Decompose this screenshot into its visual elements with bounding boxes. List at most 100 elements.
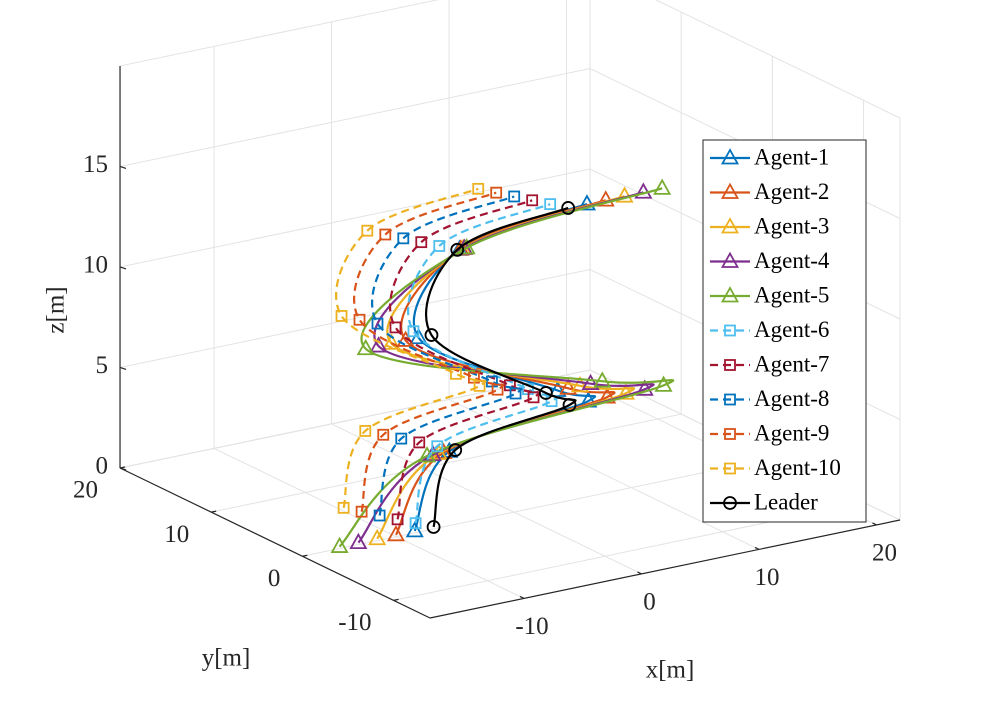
marker [373, 509, 386, 522]
marker [349, 532, 368, 550]
marker [356, 338, 375, 356]
trajectory [335, 187, 487, 509]
marker [635, 379, 654, 396]
trajectory [406, 203, 559, 524]
marker [359, 425, 372, 437]
x-tick [872, 522, 877, 526]
y-tick-label: 0 [268, 565, 281, 592]
marker [724, 393, 736, 406]
x-tick-label: 0 [643, 589, 656, 616]
marker [379, 228, 392, 241]
z-tick-label: 10 [83, 252, 108, 279]
legend-label: Agent-5 [754, 282, 829, 307]
marker [407, 325, 420, 338]
marker [395, 432, 408, 445]
marker [526, 194, 539, 207]
marker [377, 428, 390, 441]
marker [596, 190, 615, 207]
x-tick-label: 20 [872, 540, 897, 567]
marker [508, 190, 521, 203]
marker [335, 310, 348, 322]
legend-label: Agent-6 [754, 317, 829, 342]
z-tick-label: 15 [83, 151, 108, 178]
marker [389, 321, 402, 334]
marker [450, 242, 465, 257]
marker [723, 496, 737, 510]
legend-label: Leader [754, 489, 818, 514]
x-axis [429, 519, 901, 619]
marker [490, 186, 503, 199]
marker [391, 513, 404, 526]
legend: Agent-1 Agent-2 Agent-3 Agent-4 Agent-5 Agent… [702, 139, 867, 523]
y-tick-label: -10 [338, 609, 371, 636]
marker [720, 251, 740, 268]
marker [337, 501, 350, 514]
marker [371, 317, 384, 330]
marker [724, 324, 736, 337]
marker [431, 440, 444, 453]
marker [472, 182, 485, 195]
legend-label: Agent-3 [754, 213, 829, 238]
marker [570, 376, 589, 393]
marker [720, 286, 740, 303]
marker [405, 521, 424, 538]
marker [415, 236, 428, 249]
marker [720, 148, 740, 165]
trajectory [424, 206, 577, 528]
marker [448, 443, 463, 457]
trajectory [395, 199, 616, 536]
marker [424, 328, 439, 342]
z-axis-label: z[m] [43, 286, 70, 333]
z-tick-label: 0 [96, 453, 109, 480]
grid-line [331, 21, 642, 575]
marker [577, 194, 596, 211]
marker [409, 517, 422, 530]
marker [397, 232, 410, 245]
marker [720, 182, 740, 199]
marker [491, 383, 504, 396]
marker [413, 436, 426, 449]
x-tick [637, 571, 642, 575]
legend-label: Agent-10 [754, 455, 841, 480]
y-axis-label: y[m] [202, 645, 251, 672]
marker [724, 462, 736, 475]
marker [368, 528, 387, 546]
y-tick [393, 598, 399, 601]
x-tick-label: 10 [755, 564, 780, 591]
trajectory [338, 187, 675, 548]
trajectory [389, 199, 541, 520]
box-edge [119, 0, 439, 67]
z-tick [119, 467, 127, 471]
marker [450, 367, 462, 380]
legend-label: Agent-8 [754, 386, 829, 411]
marker [559, 378, 578, 395]
marker [355, 505, 368, 518]
marker [330, 536, 349, 553]
marker [724, 428, 736, 440]
trajectory [371, 195, 523, 516]
z-tick-label: 5 [96, 352, 109, 379]
marker [653, 178, 672, 195]
marker [593, 371, 612, 388]
box-edge [655, 0, 901, 119]
y-tick [302, 554, 308, 557]
y-tick-label: 10 [164, 521, 189, 548]
marker [353, 313, 366, 326]
legend-label: Agent-4 [754, 248, 830, 273]
marker [581, 373, 600, 391]
y-tick [211, 510, 217, 513]
trajectory [353, 191, 505, 512]
marker [473, 379, 486, 392]
marker [433, 240, 446, 252]
legend-label: Agent-1 [754, 144, 829, 169]
marker [426, 520, 441, 534]
z-tick [119, 366, 127, 371]
z-tick [119, 165, 127, 170]
marker [724, 359, 736, 371]
x-axis-label: x[m] [646, 657, 695, 684]
z-tick [119, 266, 127, 270]
legend-label: Agent-2 [754, 179, 829, 204]
marker [615, 186, 634, 203]
marker [527, 391, 540, 404]
